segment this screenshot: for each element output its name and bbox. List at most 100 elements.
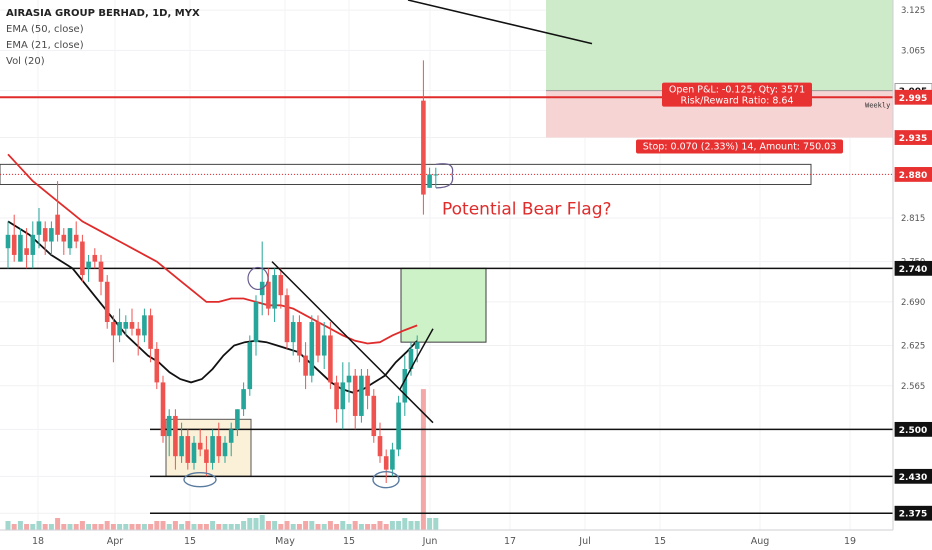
volume-bar	[104, 521, 110, 530]
candle-body	[328, 335, 333, 383]
candle-body	[24, 248, 29, 255]
x-tick-label: 15	[343, 536, 355, 547]
volume-bar	[61, 524, 67, 530]
volume-bar	[396, 521, 402, 530]
volume-bar	[420, 389, 426, 530]
candle-body	[247, 342, 253, 390]
candle-body	[241, 389, 246, 410]
candle-body	[123, 322, 129, 329]
rising-line	[399, 328, 434, 390]
volume-bar	[234, 524, 240, 530]
volume-bar	[321, 524, 327, 530]
volume-bar	[253, 518, 259, 530]
candle-body	[421, 100, 426, 195]
volume-bar	[98, 524, 104, 530]
x-tick-label: Apr	[107, 536, 124, 547]
volume-bar	[259, 515, 265, 530]
candle-body	[427, 174, 432, 188]
candle-body	[197, 442, 203, 450]
volume-bar	[191, 524, 197, 530]
x-tick-label: 15	[184, 536, 196, 547]
volume-bar	[352, 521, 358, 530]
candle-body	[148, 315, 153, 349]
candle-body	[185, 436, 191, 463]
candle-body	[377, 436, 383, 457]
y-price-tag	[894, 505, 932, 521]
candle-body	[67, 228, 73, 249]
candle-body	[334, 382, 339, 410]
candle-body	[216, 436, 222, 457]
y-tick-label: 2.565	[901, 382, 925, 392]
candle-body	[191, 442, 197, 463]
candle-body	[340, 382, 346, 410]
volume-layer	[5, 389, 439, 530]
volume-bar	[55, 518, 61, 530]
candle-body	[290, 322, 296, 343]
volume-bar	[389, 521, 395, 530]
bear-flag-note: Potential Bear Flag?	[442, 200, 612, 220]
candle-body	[408, 348, 414, 369]
volume-bar	[48, 524, 54, 530]
candle-body	[315, 322, 321, 356]
volume-bar	[265, 521, 271, 530]
volume-bar	[5, 521, 11, 530]
candle-body	[18, 234, 23, 262]
target-zone	[546, 0, 893, 91]
volume-bar	[73, 524, 79, 530]
candle-body	[303, 355, 308, 376]
candle-body	[228, 429, 234, 443]
volume-bar	[383, 524, 389, 530]
volume-bar	[290, 524, 296, 530]
x-tick-label: Jun	[422, 536, 438, 547]
levels-layer	[0, 96, 893, 514]
x-tick-label: Aug	[751, 536, 770, 547]
y-price-tag-text: 2.740	[899, 265, 927, 275]
candle-body	[173, 415, 178, 457]
y-tick-label: 2.690	[901, 298, 925, 308]
volume-bar	[346, 524, 352, 530]
volume-bar	[117, 524, 123, 530]
volume-bar	[67, 524, 73, 530]
y-tick-label: 2.625	[901, 342, 925, 352]
volume-bar	[278, 524, 284, 530]
candle-body	[359, 375, 364, 416]
chart-legend: AIRASIA GROUP BERHAD, 1D, MYX EMA (50, c…	[6, 6, 200, 70]
candle-body	[166, 415, 172, 437]
y-price-tag-text: 2.880	[899, 171, 927, 181]
pnl-label-text: Open P&L: -0.125, Qty: 3571	[669, 85, 805, 96]
candle-body	[55, 214, 60, 235]
volume-bar	[148, 524, 154, 530]
y-tick-label: 2.815	[901, 214, 925, 224]
y-price-tag	[894, 260, 932, 276]
x-tick-label: May	[275, 536, 295, 547]
volume-bar	[92, 524, 98, 530]
candle-body	[346, 375, 352, 383]
y-price-tag-text: 2.500	[899, 426, 927, 436]
y-price-tag	[894, 468, 932, 484]
candle-body	[92, 254, 98, 262]
highlight-circle	[183, 471, 217, 488]
volume-bar	[203, 524, 209, 530]
volume-bar	[129, 524, 135, 530]
candle-body	[266, 281, 271, 309]
pnl-label-text: Risk/Reward Ratio: 8.64	[680, 96, 793, 107]
volume-bar	[315, 524, 321, 530]
volume-bar	[365, 524, 371, 530]
indicator-ema21: EMA (21, close)	[6, 40, 84, 51]
candle-body	[117, 322, 122, 336]
candle-body	[49, 228, 54, 242]
volume-bar	[334, 524, 340, 530]
candle-body	[129, 322, 135, 329]
candle-body	[98, 261, 104, 282]
candle-body	[135, 328, 141, 336]
volume-bar	[433, 518, 439, 530]
volume-bar	[110, 524, 116, 530]
pnl-label-bg	[662, 82, 812, 107]
y-price-tag-text: 2.995	[899, 94, 927, 104]
volume-bar	[408, 521, 414, 530]
candle-body	[80, 241, 85, 276]
candle-body	[414, 342, 420, 349]
candle-body	[179, 436, 184, 457]
candle-body	[73, 234, 79, 242]
